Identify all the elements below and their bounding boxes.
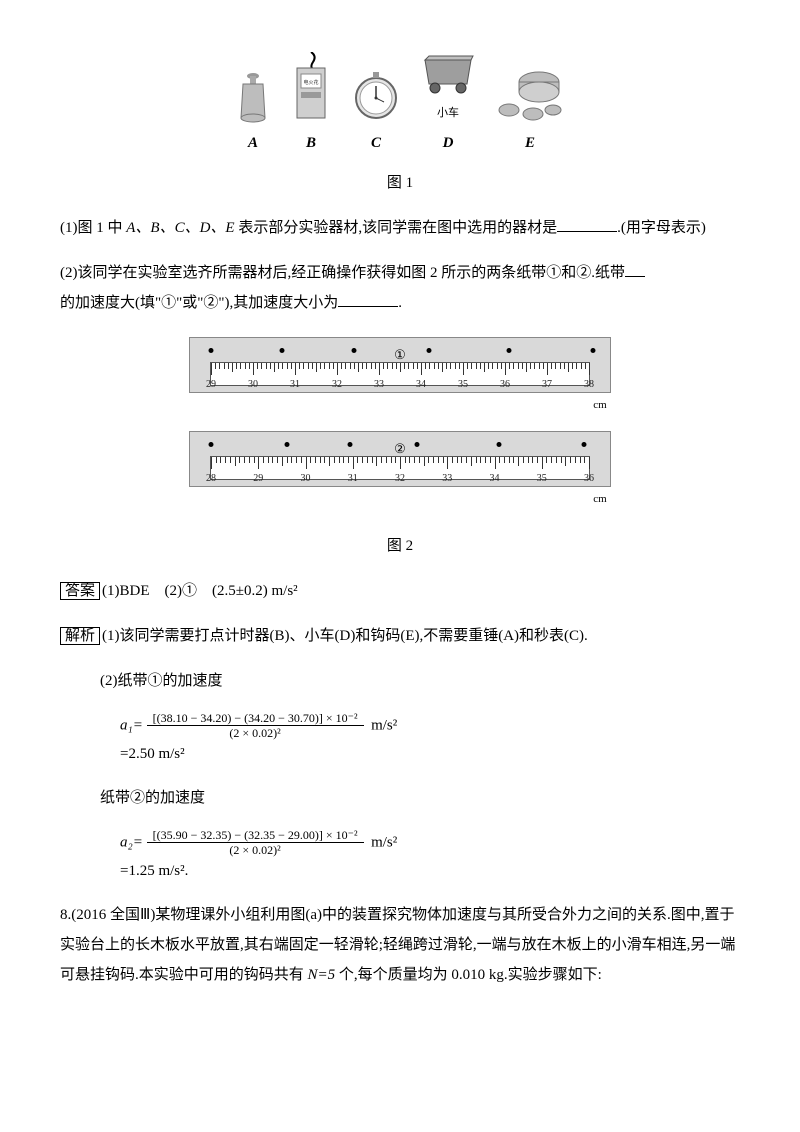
equip-label-e: E bbox=[525, 128, 535, 158]
figure-1: A 电火花 B C bbox=[60, 50, 740, 158]
eq2-unit: m/s² bbox=[371, 834, 397, 850]
q8-source: (2016 全国Ⅲ) bbox=[71, 907, 155, 923]
question-8: 8.(2016 全国Ⅲ)某物理课外小组利用图(a)中的装置探究物体加速度与其所受… bbox=[60, 900, 740, 990]
eq1-unit: m/s² bbox=[371, 717, 397, 733]
q1-letters: A、B、C、D、E bbox=[126, 220, 234, 236]
figure-2: ① 29303132333435363738 cm ② 282930313233… bbox=[60, 333, 740, 521]
answer-2: (2)① (2.5±0.2) m/s² bbox=[165, 583, 298, 599]
answer-label: 答案 bbox=[60, 582, 100, 600]
cm-label-2: cm bbox=[593, 493, 606, 505]
eq2-lhs: a₂= bbox=[120, 834, 143, 850]
svg-text:电火花: 电火花 bbox=[303, 79, 318, 86]
explain-line-1: 解析(1)该同学需要打点计时器(B)、小车(D)和钩码(E),不需要重锤(A)和… bbox=[60, 621, 740, 651]
equipment-row: A 电火花 B C bbox=[235, 50, 565, 158]
cart-sublabel: 小车 bbox=[437, 102, 459, 124]
eq2-den: (2 × 0.02)² bbox=[147, 843, 364, 857]
tape-1: ① 29303132333435363738 bbox=[189, 337, 611, 393]
equip-a: A bbox=[235, 66, 271, 158]
blank-1[interactable] bbox=[557, 216, 617, 232]
q1-text-a: (1)图 1 中 bbox=[60, 220, 126, 236]
equip-label-c: C bbox=[371, 128, 381, 158]
equip-label-a: A bbox=[248, 128, 258, 158]
equip-e: E bbox=[495, 68, 565, 158]
eq1-den: (2 × 0.02)² bbox=[147, 726, 364, 740]
q8-body2: 个,每个质量均为 0.010 kg.实验步骤如下: bbox=[335, 967, 602, 983]
answer-line: 答案(1)BDE (2)① (2.5±0.2) m/s² bbox=[60, 576, 740, 606]
explain-1: (1)该同学需要打点计时器(B)、小车(D)和钩码(E),不需要重锤(A)和秒表… bbox=[102, 628, 588, 644]
eq2-frac: [(35.90 − 32.35) − (32.35 − 29.00)] × 10… bbox=[147, 828, 364, 858]
eq-2: a₂= [(35.90 − 32.35) − (32.35 − 29.00)] … bbox=[120, 828, 740, 858]
tape-2-ticks: 282930313233343536 bbox=[211, 457, 589, 479]
eq2-result: =1.25 m/s². bbox=[120, 858, 740, 885]
eq1-num: [(38.10 − 34.20) − (34.20 − 30.70)] × 10… bbox=[147, 711, 364, 726]
equip-d: 小车 D bbox=[419, 50, 477, 158]
q2-text-b: 的加速度大(填"①"或"②"),其加速度大小为 bbox=[60, 295, 338, 311]
equip-label-b: B bbox=[306, 128, 316, 158]
figure-1-caption: 图 1 bbox=[60, 168, 740, 198]
question-2: (2)该同学在实验室选齐所需器材后,经正确操作获得如图 2 所示的两条纸带①和②… bbox=[60, 258, 740, 318]
question-1: (1)图 1 中 A、B、C、D、E 表示部分实验器材,该同学需在图中选用的器材… bbox=[60, 213, 740, 243]
eq-1: a₁= [(38.10 − 34.20) − (34.20 − 30.70)] … bbox=[120, 711, 740, 741]
tape-1-ticks: 29303132333435363738 bbox=[211, 363, 589, 385]
equip-b: 电火花 B bbox=[289, 52, 333, 158]
equip-c: C bbox=[351, 66, 401, 158]
cm-label-1: cm bbox=[593, 399, 606, 411]
equip-label-d: D bbox=[443, 128, 454, 158]
eq1-frac: [(38.10 − 34.20) − (34.20 − 30.70)] × 10… bbox=[147, 711, 364, 741]
answer-1: (1)BDE bbox=[102, 583, 150, 599]
q1-text-b: 表示部分实验器材,该同学需在图中选用的器材是 bbox=[235, 220, 558, 236]
q1-text-c: .(用字母表示) bbox=[617, 220, 706, 236]
figure-2-caption: 图 2 bbox=[60, 531, 740, 561]
tape-2: ② 282930313233343536 bbox=[189, 431, 611, 487]
q8-N: N=5 bbox=[308, 967, 336, 983]
blank-2a[interactable] bbox=[625, 261, 645, 277]
q2-text-c: . bbox=[398, 295, 402, 311]
explain-label: 解析 bbox=[60, 627, 100, 645]
eq1-result: =2.50 m/s² bbox=[120, 741, 740, 768]
q8-prefix: 8. bbox=[60, 907, 71, 923]
eq1-lhs: a₁= bbox=[120, 717, 143, 733]
blank-2b[interactable] bbox=[338, 291, 398, 307]
q2-text-a: (2)该同学在实验室选齐所需器材后,经正确操作获得如图 2 所示的两条纸带①和②… bbox=[60, 265, 625, 281]
explain-line-2: (2)纸带①的加速度 bbox=[100, 666, 740, 696]
explain-line-3: 纸带②的加速度 bbox=[100, 783, 740, 813]
eq2-num: [(35.90 − 32.35) − (32.35 − 29.00)] × 10… bbox=[147, 828, 364, 843]
